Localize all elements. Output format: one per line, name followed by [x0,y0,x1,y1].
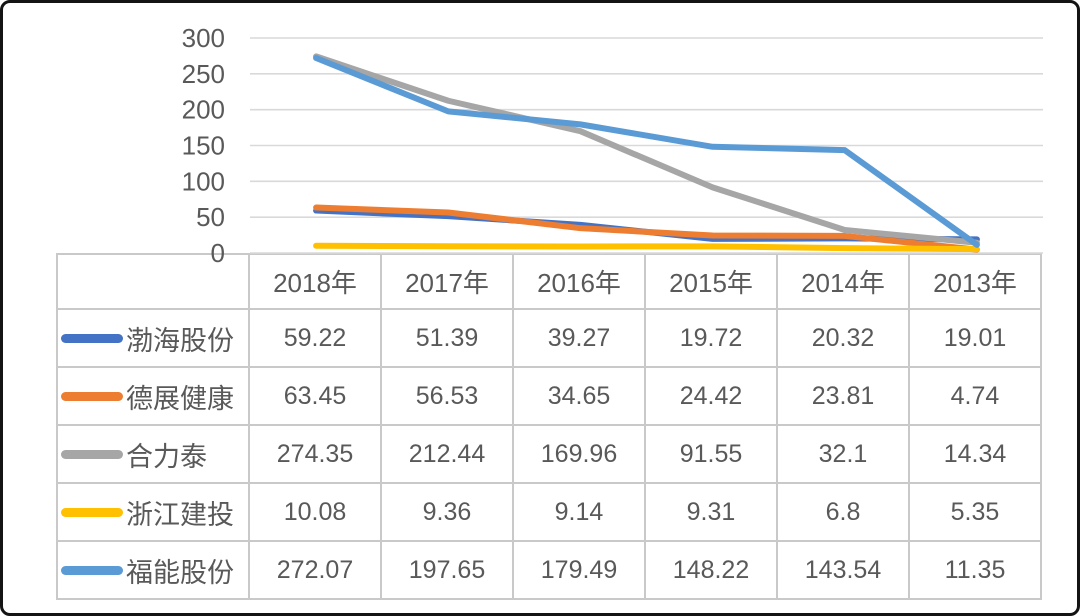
table-cell: 6.8 [776,482,910,542]
table-row: 福能股份 272.07 197.65 179.49 148.22 143.54 … [56,540,1042,600]
table-cell: 91.55 [644,424,778,484]
table-cell: 34.65 [512,366,646,426]
chart-data-table: 2018年 2017年 2016年 2015年 2014年 2013年 渤海股份… [56,253,1042,600]
table-cell: 59.22 [248,308,382,368]
table-cell: 39.27 [512,308,646,368]
table-cell: 274.35 [248,424,382,484]
table-row: 渤海股份 59.22 51.39 39.27 19.72 20.32 19.01 [56,308,1042,368]
series-name-cell: 福能股份 [56,540,250,600]
year-header-2014: 2014年 [776,253,910,310]
series-line-1 [313,204,980,253]
series-swatch-icon [61,507,123,517]
table-row: 合力泰 274.35 212.44 169.96 91.55 32.1 14.3… [56,424,1042,484]
table-row: 德展健康 63.45 56.53 34.65 24.42 23.81 4.74 [56,366,1042,426]
y-axis-tick-label: 250 [182,59,225,89]
series-swatch-icon [61,333,123,343]
series-line-3 [313,242,980,253]
table-cell: 14.34 [908,424,1042,484]
year-header-2015: 2015年 [644,253,778,310]
table-cell: 63.45 [248,366,382,426]
table-cell: 212.44 [380,424,514,484]
table-cell: 56.53 [380,366,514,426]
table-cell: 9.36 [380,482,514,542]
series-swatch-icon [61,391,123,401]
series-swatch-icon [61,565,123,575]
table-cell: 19.01 [908,308,1042,368]
table-cell: 272.07 [248,540,382,600]
table-cell: 19.72 [644,308,778,368]
table-cell: 10.08 [248,482,382,542]
y-axis-tick-label: 50 [196,202,225,232]
series-name-cell: 浙江建投 [56,482,250,542]
series-name-label: 浙江建投 [126,499,234,530]
series-name-label: 渤海股份 [126,325,234,356]
table-cell: 148.22 [644,540,778,600]
table-cell: 169.96 [512,424,646,484]
table-cell: 32.1 [776,424,910,484]
series-name-cell: 渤海股份 [56,308,250,368]
table-cell: 179.49 [512,540,646,600]
year-header-2016: 2016年 [512,253,646,310]
series-line-0 [313,207,980,243]
table-cell: 4.74 [908,366,1042,426]
y-axis-tick-label: 150 [182,131,225,161]
year-header-2013: 2013年 [908,253,1042,310]
table-cell: 197.65 [380,540,514,600]
series-swatch-icon [61,449,123,459]
series-name-cell: 合力泰 [56,424,250,484]
table-cell: 9.14 [512,482,646,542]
series-name-label: 合力泰 [126,441,207,472]
table-cell: 51.39 [380,308,514,368]
table-cell: 20.32 [776,308,910,368]
table-cell: 24.42 [644,366,778,426]
table-cell: 143.54 [776,540,910,600]
table-header-row: 2018年 2017年 2016年 2015年 2014年 2013年 [56,253,1042,310]
year-header-2017: 2017年 [380,253,514,310]
table-row: 浙江建投 10.08 9.36 9.14 9.31 6.8 5.35 [56,482,1042,542]
year-header-2018: 2018年 [248,253,382,310]
data-table: 2018年 2017年 2016年 2015年 2014年 2013年 渤海股份… [56,253,1042,600]
series-line-4 [313,55,980,248]
table-cell: 11.35 [908,540,1042,600]
y-axis-tick-label: 200 [182,95,225,125]
series-name-cell: 德展健康 [56,366,250,426]
series-line-2 [313,53,980,246]
table-cell: 9.31 [644,482,778,542]
y-axis-tick-label: 100 [182,166,225,196]
y-axis-tick-label: 300 [182,23,225,53]
series-name-label: 德展健康 [126,383,234,414]
series-name-label: 福能股份 [126,557,234,588]
table-cell: 23.81 [776,366,910,426]
corner-spacer [56,253,250,310]
table-cell: 5.35 [908,482,1042,542]
